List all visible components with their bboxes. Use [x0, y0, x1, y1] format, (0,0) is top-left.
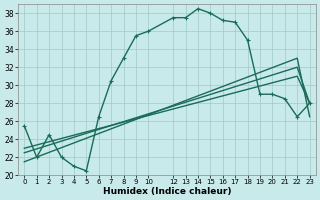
X-axis label: Humidex (Indice chaleur): Humidex (Indice chaleur) [103, 187, 231, 196]
